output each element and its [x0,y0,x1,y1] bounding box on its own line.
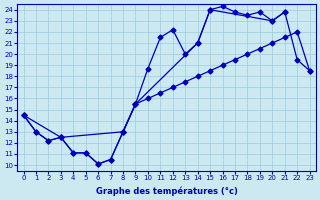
X-axis label: Graphe des températures (°c): Graphe des températures (°c) [96,186,237,196]
